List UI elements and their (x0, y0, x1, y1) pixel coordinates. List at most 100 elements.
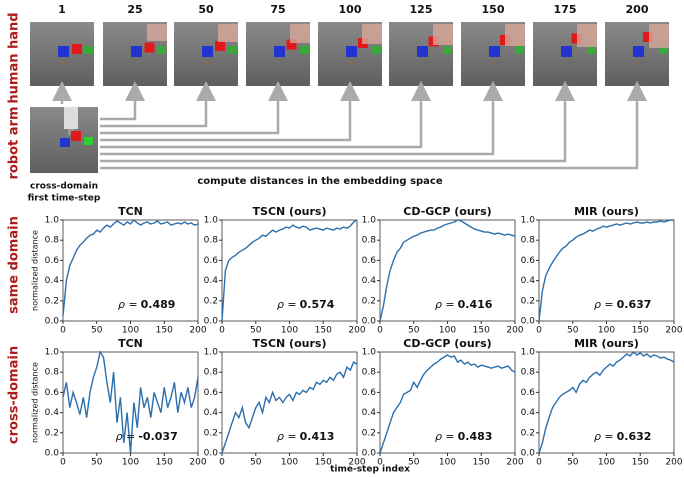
chart-title: CD-GCP (ours) (403, 337, 491, 350)
y-tick-label: 0.6 (204, 256, 219, 266)
frame-label: 175 (554, 3, 577, 16)
y-tick-label: 0.4 (204, 276, 219, 286)
y-tick-label: 1.0 (362, 216, 377, 226)
x-tick-label: 200 (348, 326, 365, 336)
x-tick-label: 200 (189, 458, 206, 468)
hand (218, 24, 238, 42)
y-tick-label: 0.8 (204, 368, 219, 378)
frame-label: 50 (198, 3, 214, 16)
y-tick-label: 0.6 (45, 388, 60, 398)
rho-label: ρ = (435, 430, 455, 443)
rho-value: 0.574 (300, 298, 335, 311)
rho-label: ρ = (277, 430, 297, 443)
x-tick-label: 50 (567, 458, 579, 468)
x-tick-label: 150 (632, 458, 649, 468)
robot-caption: cross-domain (30, 182, 98, 192)
y-tick-label: 0.2 (521, 428, 535, 438)
block (561, 46, 572, 57)
arrow (100, 81, 647, 170)
row-label: cross-domain (7, 346, 22, 444)
x-tick-label: 0 (377, 458, 383, 468)
rho-annotation: ρ = 0.637 (594, 298, 652, 311)
robot-image (30, 107, 98, 173)
y-tick-label: 0.2 (45, 428, 59, 438)
y-tick-label: 0.0 (45, 317, 60, 327)
y-tick-label: 0.8 (521, 236, 536, 246)
x-tick-label: 150 (632, 326, 649, 336)
x-tick-label: 100 (598, 458, 615, 468)
x-tick-label: 150 (156, 326, 173, 336)
row-label: human hand (7, 12, 22, 103)
x-axis-label: time-step index (330, 465, 410, 475)
x-tick-label: 150 (473, 326, 490, 336)
block (157, 46, 166, 54)
block (274, 46, 285, 57)
y-tick-label: 0.2 (204, 428, 218, 438)
data-line (62, 219, 199, 316)
y-tick-label: 1.0 (521, 216, 536, 226)
y-tick-label: 0.8 (45, 368, 60, 378)
rho-annotation: ρ = 0.413 (277, 430, 335, 443)
arrow (100, 81, 145, 121)
y-tick-label: 0.2 (45, 296, 59, 306)
chart-title: TSCN (ours) (253, 337, 327, 350)
chart-title: MIR (ours) (574, 205, 639, 218)
x-tick-label: 100 (439, 326, 456, 336)
x-tick-label: 0 (60, 326, 66, 336)
block (286, 39, 297, 50)
y-tick-label: 0.6 (45, 256, 60, 266)
x-tick-label: 100 (122, 458, 139, 468)
block (131, 46, 142, 57)
rho-value: 0.413 (300, 430, 335, 443)
frame-label: 1 (58, 3, 66, 16)
chart-title: TCN (118, 205, 143, 218)
x-tick-label: 100 (598, 326, 615, 336)
block (58, 46, 69, 57)
chart-title: TCN (118, 337, 143, 350)
block (571, 33, 582, 44)
x-tick-label: 0 (536, 326, 542, 336)
x-tick-label: 50 (408, 326, 420, 336)
y-tick-label: 0.4 (204, 408, 219, 418)
y-tick-label: 0.2 (362, 296, 376, 306)
y-tick-label: 1.0 (521, 348, 536, 358)
frame-label: 200 (626, 3, 649, 16)
y-tick-label: 0.8 (521, 368, 536, 378)
block (72, 44, 82, 54)
y-tick-label: 0.0 (521, 449, 536, 459)
x-tick-label: 200 (506, 326, 523, 336)
x-tick-label: 100 (122, 326, 139, 336)
block (417, 46, 428, 57)
chart-title: MIR (ours) (574, 337, 639, 350)
rho-annotation: ρ = -0.037 (116, 430, 178, 443)
frame-label: 25 (127, 3, 142, 16)
block (443, 46, 452, 54)
y-tick-label: 0.6 (362, 256, 377, 266)
rho-value: 0.637 (617, 298, 652, 311)
x-tick-label: 150 (156, 458, 173, 468)
rho-annotation: ρ = 0.574 (277, 298, 335, 311)
rho-value: -0.037 (138, 430, 177, 443)
frame-label: 75 (270, 3, 285, 16)
block (84, 46, 93, 54)
rho-annotation: ρ = 0.483 (435, 430, 493, 443)
frame-label: 125 (410, 3, 433, 16)
chart-title: TSCN (ours) (253, 205, 327, 218)
x-tick-label: 100 (439, 458, 456, 468)
block (489, 46, 500, 57)
arrow (100, 81, 503, 156)
y-tick-label: 0.8 (362, 368, 377, 378)
y-tick-label: 0.2 (204, 296, 218, 306)
y-tick-label: 0.2 (362, 428, 376, 438)
block (372, 46, 381, 54)
y-tick-label: 1.0 (204, 216, 219, 226)
frame-label: 100 (339, 3, 362, 16)
x-tick-label: 0 (219, 326, 225, 336)
x-tick-label: 50 (91, 326, 103, 336)
x-tick-label: 0 (377, 326, 383, 336)
y-tick-label: 0.0 (204, 317, 219, 327)
x-tick-label: 150 (315, 326, 332, 336)
rho-value: 0.416 (458, 298, 493, 311)
rho-annotation: ρ = 0.632 (594, 430, 652, 443)
y-tick-label: 1.0 (45, 348, 60, 358)
